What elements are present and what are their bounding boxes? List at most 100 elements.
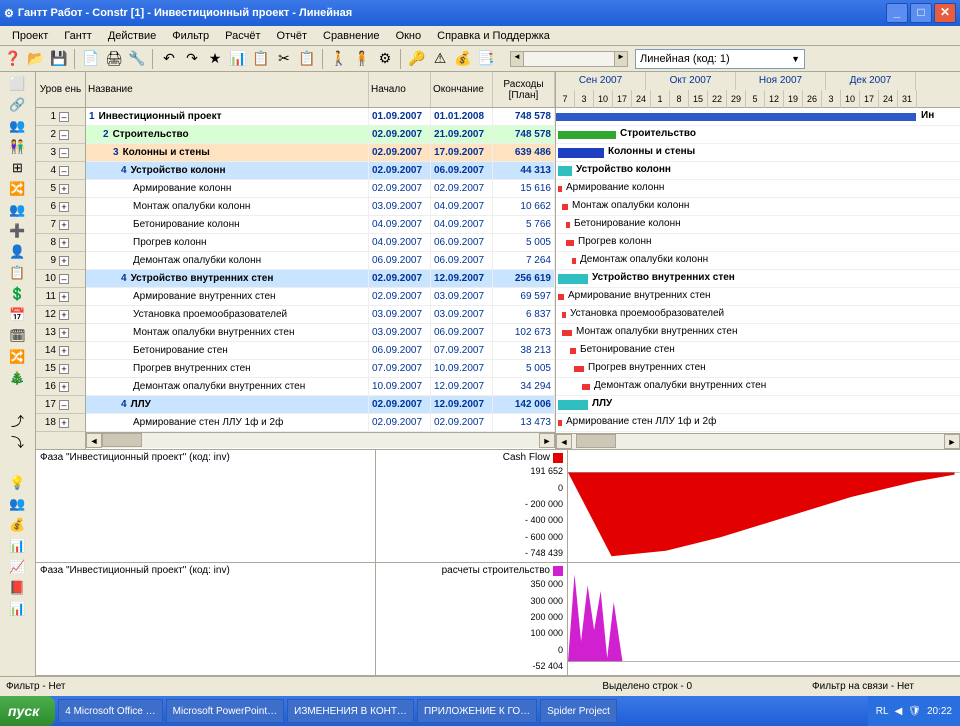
table-row[interactable]: 3Колонны и стены02.09.200717.09.2007639 …	[86, 144, 555, 162]
toolbar-button[interactable]: ★	[204, 48, 226, 70]
toolbar-button[interactable]: 🖨	[103, 48, 125, 70]
taskbar-task[interactable]: Spider Project	[540, 699, 617, 723]
gantt-bar[interactable]	[558, 400, 588, 410]
menu-Проект[interactable]: Проект	[4, 28, 56, 44]
gantt-bar[interactable]	[558, 148, 604, 158]
gantt-bar[interactable]	[566, 222, 570, 228]
level-cell[interactable]: 12+	[36, 306, 85, 324]
table-hscroll[interactable]: ◄►	[86, 432, 555, 448]
toolbar-button[interactable]: ↷	[181, 48, 203, 70]
sidebar-icon[interactable]: 🔗	[4, 95, 32, 115]
gantt-bar[interactable]	[556, 113, 916, 121]
gantt-bar[interactable]	[558, 420, 562, 426]
sidebar-icon[interactable]: 🎄	[4, 368, 32, 388]
sidebar-icon[interactable]: 📊	[4, 599, 32, 619]
sidebar-icon[interactable]: ⤵	[4, 431, 32, 451]
gantt-bar[interactable]	[558, 166, 572, 176]
table-row[interactable]: Армирование стен ЛЛУ 1ф и 2ф02.09.200702…	[86, 414, 555, 432]
minimize-button[interactable]: _	[886, 3, 908, 23]
toolbar-button[interactable]: ⚠	[429, 48, 451, 70]
sidebar-icon[interactable]: 📕	[4, 578, 32, 598]
level-cell[interactable]: 7+	[36, 216, 85, 234]
sidebar-icon[interactable]: ⬜	[4, 74, 32, 94]
table-row[interactable]: Бетонирование стен06.09.200707.09.200738…	[86, 342, 555, 360]
toolbar-button[interactable]: 💰	[452, 48, 474, 70]
table-row[interactable]: Монтаж опалубки внутренних стен03.09.200…	[86, 324, 555, 342]
close-button[interactable]: ✕	[934, 3, 956, 23]
sidebar-icon[interactable]: 👫	[4, 137, 32, 157]
sidebar-icon[interactable]: 👥	[4, 116, 32, 136]
toolbar-button[interactable]: ↶	[158, 48, 180, 70]
table-row[interactable]: Установка проемообразователей03.09.20070…	[86, 306, 555, 324]
sidebar-icon[interactable]: ⊞	[4, 158, 32, 178]
menu-Действие[interactable]: Действие	[100, 28, 164, 44]
sidebar-icon[interactable]: 🗓	[4, 326, 32, 346]
level-cell[interactable]: 6+	[36, 198, 85, 216]
menu-Расчёт[interactable]: Расчёт	[217, 28, 268, 44]
toolbar-button[interactable]: 📄	[80, 48, 102, 70]
toolbar-button[interactable]: 🔑	[406, 48, 428, 70]
gantt-hscroll[interactable]: ◄►	[556, 433, 960, 449]
toolbar-button[interactable]: 🧍	[351, 48, 373, 70]
gantt-bar[interactable]	[562, 312, 566, 318]
gantt-bar[interactable]	[566, 240, 574, 246]
view-combo[interactable]: Линейная (код: 1)▼	[635, 49, 805, 69]
taskbar-task[interactable]: ПРИЛОЖЕНИЕ К ГО…	[417, 699, 537, 723]
sidebar-icon[interactable]: 🔀	[4, 347, 32, 367]
sidebar-icon[interactable]: 📋	[4, 263, 32, 283]
toolbar-button[interactable]: ⚙	[374, 48, 396, 70]
toolbar-button[interactable]: 🔧	[126, 48, 148, 70]
table-row[interactable]: Армирование колонн02.09.200702.09.200715…	[86, 180, 555, 198]
gantt-bar[interactable]	[582, 384, 590, 390]
menu-Фильтр[interactable]: Фильтр	[164, 28, 217, 44]
toolbar-button[interactable]: 📋	[250, 48, 272, 70]
table-row[interactable]: Монтаж опалубки колонн03.09.200704.09.20…	[86, 198, 555, 216]
gantt-bar[interactable]	[562, 204, 568, 210]
table-row[interactable]: Прогрев колонн04.09.200706.09.20075 005	[86, 234, 555, 252]
table-row[interactable]: 2Строительство02.09.200721.09.2007748 57…	[86, 126, 555, 144]
gantt-bar[interactable]	[562, 330, 572, 336]
level-cell[interactable]: 16+	[36, 378, 85, 396]
table-row[interactable]: 1Инвестиционный проект01.09.200701.01.20…	[86, 108, 555, 126]
start-button[interactable]: пуск	[0, 696, 55, 726]
gantt-bar[interactable]	[572, 258, 576, 264]
level-cell[interactable]: 13+	[36, 324, 85, 342]
sidebar-icon[interactable]: 📈	[4, 557, 32, 577]
table-row[interactable]: Демонтаж опалубки внутренних стен10.09.2…	[86, 378, 555, 396]
sidebar-icon[interactable]: 💲	[4, 284, 32, 304]
sidebar-icon[interactable]: 💡	[4, 473, 32, 493]
level-cell[interactable]: 9+	[36, 252, 85, 270]
toolbar-button[interactable]: 📊	[227, 48, 249, 70]
sidebar-icon[interactable]: ➕	[4, 221, 32, 241]
level-cell[interactable]: 14+	[36, 342, 85, 360]
gantt-bar[interactable]	[558, 186, 562, 192]
level-cell[interactable]: 10–	[36, 270, 85, 288]
table-row[interactable]: Бетонирование колонн04.09.200704.09.2007…	[86, 216, 555, 234]
level-cell[interactable]: 11+	[36, 288, 85, 306]
sidebar-icon[interactable]: 🔀	[4, 179, 32, 199]
sidebar-icon[interactable]: 💰	[4, 515, 32, 535]
table-row[interactable]: 4ЛЛУ02.09.200712.09.2007142 006	[86, 396, 555, 414]
toolbar-button[interactable]: 🚶	[328, 48, 350, 70]
system-tray[interactable]: RL ◀ 🛡 20:22	[868, 696, 960, 726]
maximize-button[interactable]: □	[910, 3, 932, 23]
table-row[interactable]: Армирование внутренних стен02.09.200703.…	[86, 288, 555, 306]
table-row[interactable]: 4Устройство колонн02.09.200706.09.200744…	[86, 162, 555, 180]
gantt-bar[interactable]	[558, 294, 564, 300]
toolbar-button[interactable]: 📑	[475, 48, 497, 70]
level-cell[interactable]: 8+	[36, 234, 85, 252]
toolbar-button[interactable]: 📋	[296, 48, 318, 70]
sidebar-icon[interactable]: 👥	[4, 200, 32, 220]
level-cell[interactable]: 17–	[36, 396, 85, 414]
taskbar-task[interactable]: ИЗМЕНЕНИЯ В КОНТ…	[287, 699, 414, 723]
menu-Сравнение[interactable]: Сравнение	[315, 28, 388, 44]
menu-Справка и Поддержка[interactable]: Справка и Поддержка	[429, 28, 558, 44]
sidebar-icon[interactable]	[4, 452, 32, 472]
level-cell[interactable]: 18+	[36, 414, 85, 432]
table-row[interactable]: Демонтаж опалубки колонн06.09.200706.09.…	[86, 252, 555, 270]
toolbar-button[interactable]: ❓	[2, 48, 24, 70]
level-cell[interactable]: 15+	[36, 360, 85, 378]
gantt-bar[interactable]	[570, 348, 576, 354]
table-row[interactable]: Прогрев внутренних стен07.09.200710.09.2…	[86, 360, 555, 378]
toolbar-button[interactable]: 📂	[25, 48, 47, 70]
